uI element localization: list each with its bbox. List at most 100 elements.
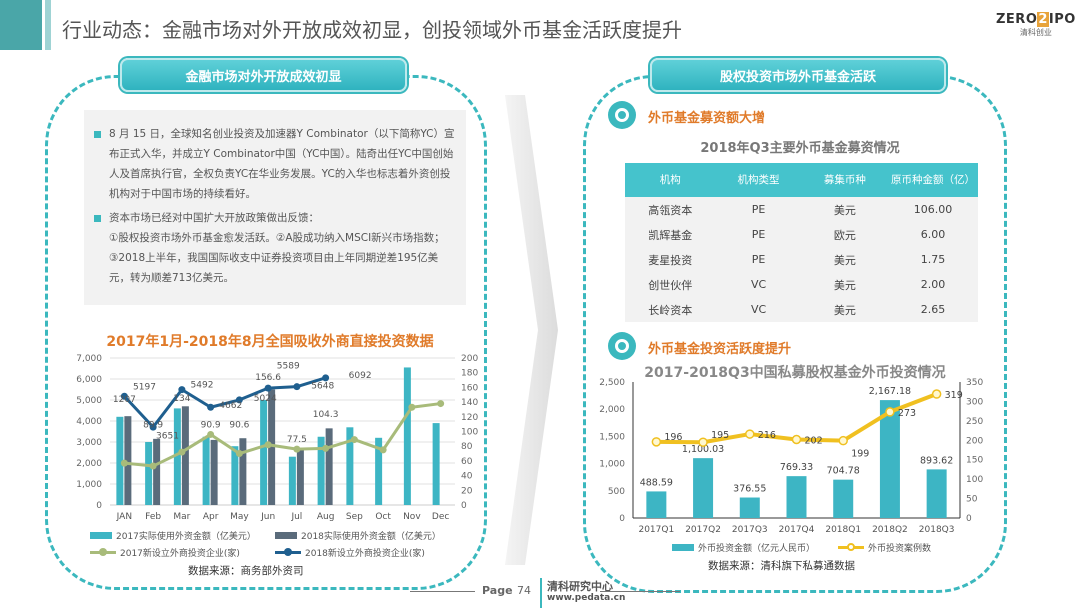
line-point: [293, 445, 301, 453]
line-point: [408, 403, 416, 411]
x-tick-label: Mar: [173, 512, 190, 522]
legend-item: 外币投资金额（亿元人民币）: [672, 541, 815, 554]
y2-tick-label: 0: [461, 501, 467, 511]
line-data-label: 195: [711, 430, 729, 441]
y-tick-label: 2,500: [599, 378, 625, 388]
x-tick-label: JAN: [116, 512, 132, 522]
y-tick-label: 0: [619, 514, 625, 524]
series-line: [123, 376, 327, 429]
bar-data-label: 2,167.18: [869, 386, 911, 397]
y2-tick-label: 200: [461, 354, 478, 364]
data-label: 3651: [156, 431, 179, 441]
x-tick-label: Dec: [432, 512, 449, 522]
legend-item: 2017实际使用外资金额（亿美元）: [90, 529, 256, 542]
bar: [693, 458, 714, 518]
y2-tick-label: 160: [461, 383, 478, 393]
y-tick-label: 3,000: [76, 438, 102, 448]
fx-investment-chart: 0 500 1,000 1,500 2,000 2,500 0 50 100 150 200 250 3…: [599, 378, 983, 535]
fx-investment-chart-title: 2017-2018Q3中国私募股权基金外币投资情况: [644, 365, 946, 381]
bar-data-label: 893.62: [920, 455, 953, 466]
fdi-chart: 0 1,000 2,000 3,000 4,000 5,000 6,000 7,000 0 20 4…: [76, 354, 478, 522]
y-tick-label: 7,000: [76, 354, 102, 364]
y-tick-label: 6,000: [76, 375, 102, 385]
bar: [296, 448, 304, 505]
data-label: 90.6: [229, 420, 249, 430]
y2-tick-label: 300: [966, 397, 983, 407]
line-point: [322, 374, 330, 382]
column-header: 募集币种: [801, 163, 888, 197]
legend-label: 外币投资金额（亿元人民币）: [698, 544, 816, 554]
line-point: [235, 450, 243, 458]
line-data-label: 202: [805, 436, 823, 447]
chevron-arrow-icon: [505, 95, 558, 565]
y2-tick-label: 250: [966, 417, 983, 427]
data-label: 5024: [254, 394, 277, 404]
column-header: 机构类型: [715, 163, 802, 197]
line-point: [149, 462, 157, 470]
bar: [239, 438, 247, 505]
bar-data-label: 376.55: [733, 484, 766, 495]
bar: [260, 400, 268, 505]
title-accent-bar: [0, 0, 42, 50]
x-tick-label: 2017Q1: [638, 525, 674, 535]
bar: [317, 436, 325, 505]
line-data-label: 319: [945, 390, 963, 401]
bullet-square-icon: [94, 131, 101, 138]
data-label: 104.3: [313, 410, 339, 420]
legend-item: 外币投资案例数: [838, 541, 931, 554]
bar: [202, 436, 210, 505]
line-point: [651, 437, 662, 447]
table-cell: 6.00: [888, 222, 978, 247]
bullet-item: 8 月 15 日，全球知名创业投资及加速器Y Combinator（以下简称YC…: [94, 124, 456, 204]
fdi-chart-title: 2017年1月-2018年8月全国吸收外商直接投资数据: [106, 334, 434, 350]
column-header: 机构: [625, 163, 716, 197]
bullet-text: 资本市场已经对中国扩大开放政策做出反馈：: [109, 212, 319, 224]
line-point: [120, 392, 128, 400]
right-panel-header: 股权投资市场外币基金活跃: [650, 58, 946, 92]
footer-divider: [410, 591, 475, 592]
table-cell: 2.00: [888, 272, 978, 297]
y-tick-label: 1,000: [599, 460, 625, 470]
bar: [739, 497, 760, 518]
bar: [210, 439, 218, 505]
bar: [288, 456, 296, 505]
footer-separator: [540, 578, 542, 608]
line-point: [149, 423, 157, 431]
table-cell: 美元: [801, 247, 888, 272]
table-cell: VC: [715, 297, 802, 322]
line-point: [207, 403, 215, 411]
x-tick-label: Apr: [203, 512, 219, 522]
data-label: 5197: [133, 382, 156, 392]
line-data-label: 196: [664, 432, 682, 443]
bar: [124, 416, 132, 505]
x-tick-label: Aug: [317, 512, 335, 522]
table-cell: 高瓴资本: [625, 197, 716, 222]
y2-tick-label: 140: [461, 398, 478, 408]
left-data-source: 数据来源：商务部外资司: [188, 565, 304, 577]
line-point: [437, 400, 445, 408]
bar-data-label: 704.78: [827, 466, 860, 477]
line-point: [322, 444, 330, 452]
left-panel-header: 金融市场对外开放成效初显: [120, 58, 407, 92]
footer-divider: [600, 591, 680, 592]
x-tick-label: Jun: [260, 512, 275, 522]
table-cell: 凯辉基金: [625, 222, 716, 247]
table-cell: PE: [715, 197, 802, 222]
logo-subtitle: 清科创业: [1019, 28, 1052, 37]
x-tick-label: 2017Q3: [732, 525, 768, 535]
x-tick-label: 2018Q2: [872, 525, 908, 535]
page-number: 74: [517, 584, 531, 597]
y-tick-label: 500: [608, 487, 625, 497]
y-tick-label: 4,000: [76, 417, 102, 427]
line-point: [264, 441, 272, 449]
table-cell: 106.00: [888, 197, 978, 222]
table-cell: 长岭资本: [625, 297, 716, 322]
y-tick-label: 1,000: [76, 480, 102, 490]
data-label: 1207: [113, 395, 136, 405]
y-tick-label: 2,000: [599, 405, 625, 415]
bar: [786, 476, 807, 518]
line-point: [235, 396, 243, 404]
y-tick-label: 0: [96, 501, 102, 511]
bar: [145, 442, 153, 505]
target-icon: [608, 332, 636, 360]
